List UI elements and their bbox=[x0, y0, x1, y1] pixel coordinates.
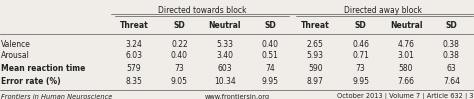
Text: October 2013 | Volume 7 | Article 632 | 3: October 2013 | Volume 7 | Article 632 | … bbox=[337, 93, 473, 99]
Text: SD: SD bbox=[173, 21, 185, 30]
Text: 10.34: 10.34 bbox=[214, 77, 236, 86]
Text: 590: 590 bbox=[308, 64, 323, 73]
Text: 0.22: 0.22 bbox=[171, 40, 188, 49]
Text: 8.97: 8.97 bbox=[307, 77, 324, 86]
Text: 2.65: 2.65 bbox=[307, 40, 324, 49]
Text: Neutral: Neutral bbox=[390, 21, 422, 30]
Text: 0.38: 0.38 bbox=[443, 51, 460, 60]
Text: Valence: Valence bbox=[1, 40, 31, 49]
Text: 9.95: 9.95 bbox=[352, 77, 369, 86]
Text: 0.40: 0.40 bbox=[262, 40, 279, 49]
Text: 579: 579 bbox=[127, 64, 141, 73]
Text: Threat: Threat bbox=[301, 21, 330, 30]
Text: SD: SD bbox=[264, 21, 276, 30]
Text: SD: SD bbox=[355, 21, 366, 30]
Text: 603: 603 bbox=[218, 64, 232, 73]
Text: 5.93: 5.93 bbox=[307, 51, 324, 60]
Text: Error rate (%): Error rate (%) bbox=[1, 77, 61, 86]
Text: 6.03: 6.03 bbox=[126, 51, 143, 60]
Text: 0.38: 0.38 bbox=[443, 40, 460, 49]
Text: 9.95: 9.95 bbox=[262, 77, 279, 86]
Text: Threat: Threat bbox=[119, 21, 148, 30]
Text: Mean reaction time: Mean reaction time bbox=[1, 64, 85, 73]
Text: Neutral: Neutral bbox=[209, 21, 241, 30]
Text: 7.66: 7.66 bbox=[398, 77, 414, 86]
Text: 0.71: 0.71 bbox=[352, 51, 369, 60]
Text: 74: 74 bbox=[265, 64, 275, 73]
Text: Directed away block: Directed away block bbox=[344, 6, 422, 15]
Text: SD: SD bbox=[446, 21, 457, 30]
Text: 0.46: 0.46 bbox=[352, 40, 369, 49]
Text: 0.51: 0.51 bbox=[262, 51, 278, 60]
Text: Frontiers in Human Neuroscience: Frontiers in Human Neuroscience bbox=[1, 94, 112, 99]
Text: 8.35: 8.35 bbox=[126, 77, 143, 86]
Text: Arousal: Arousal bbox=[1, 51, 30, 60]
Text: 63: 63 bbox=[447, 64, 456, 73]
Text: 9.05: 9.05 bbox=[171, 77, 188, 86]
Text: 0.40: 0.40 bbox=[171, 51, 188, 60]
Text: 73: 73 bbox=[174, 64, 184, 73]
Text: 3.01: 3.01 bbox=[398, 51, 414, 60]
Text: 4.76: 4.76 bbox=[398, 40, 414, 49]
Text: 3.24: 3.24 bbox=[126, 40, 143, 49]
Text: 5.33: 5.33 bbox=[216, 40, 233, 49]
Text: www.frontiersin.org: www.frontiersin.org bbox=[204, 94, 270, 99]
Text: 7.64: 7.64 bbox=[443, 77, 460, 86]
Text: Directed towards block: Directed towards block bbox=[158, 6, 246, 15]
Text: 580: 580 bbox=[399, 64, 413, 73]
Text: 73: 73 bbox=[356, 64, 365, 73]
Text: 3.40: 3.40 bbox=[216, 51, 233, 60]
